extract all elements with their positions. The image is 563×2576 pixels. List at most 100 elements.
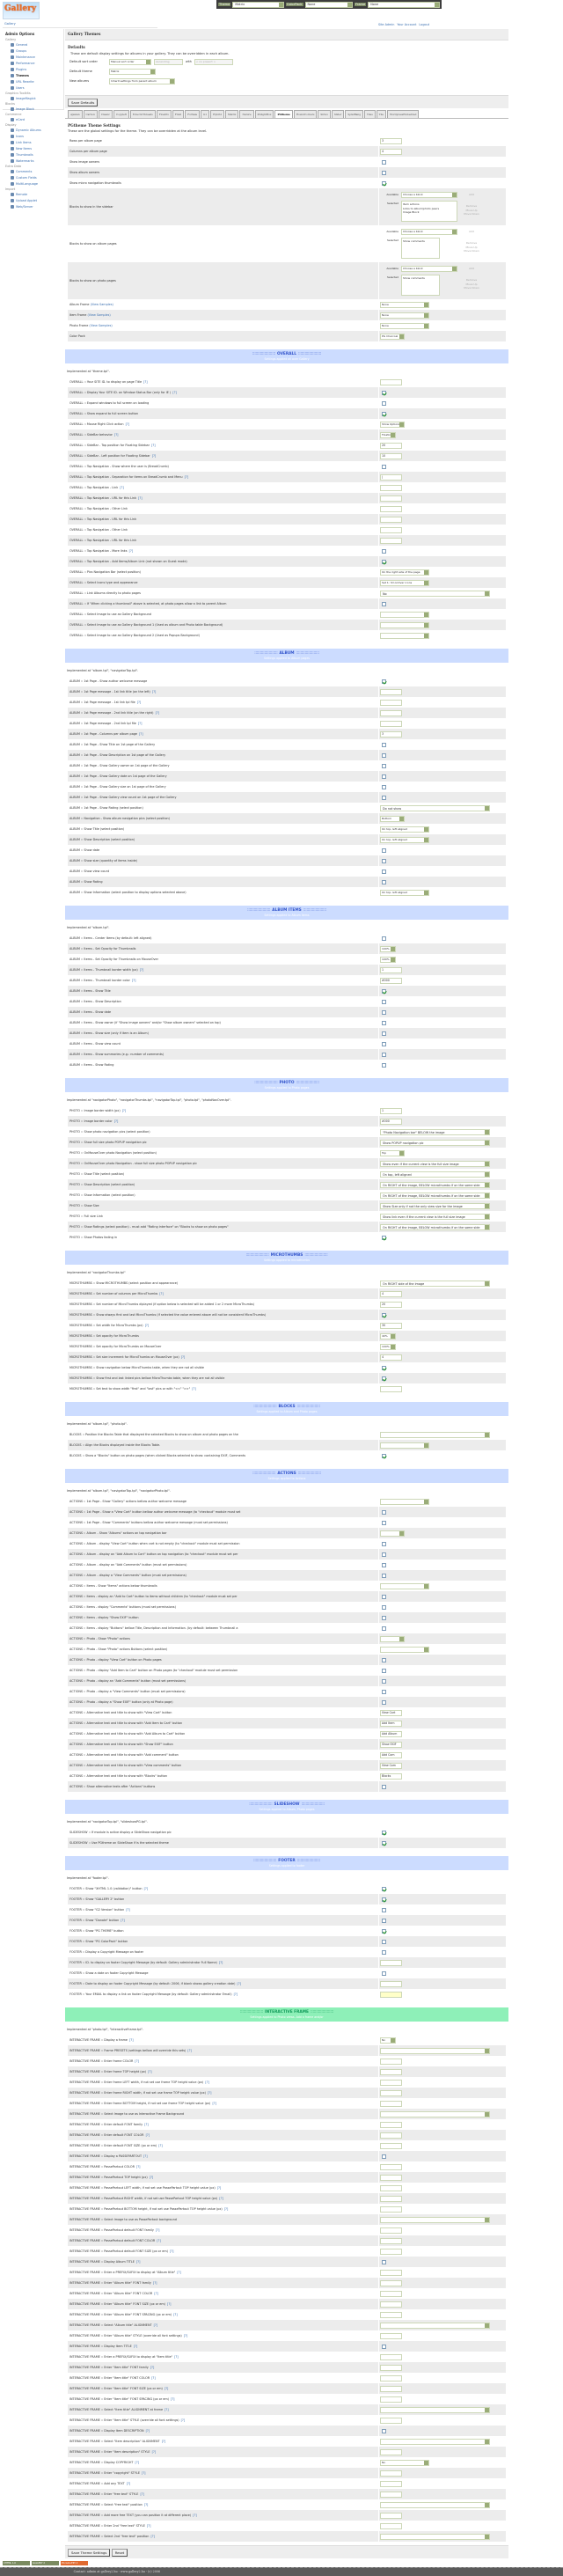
setting-text-input[interactable]: [380, 720, 402, 727]
help-link[interactable]: [?]: [151, 2449, 157, 2454]
setting-text-input[interactable]: Show EXIF: [380, 1741, 402, 1748]
setting-checkbox[interactable]: [382, 1604, 386, 1610]
setting-text-input[interactable]: [380, 2121, 402, 2128]
help-link[interactable]: [?]: [139, 967, 144, 972]
setting-text-input[interactable]: View Com: [380, 1762, 402, 1769]
setting-select[interactable]: On RIGHT side of the image: [380, 1280, 490, 1287]
setting-select[interactable]: None: [380, 312, 429, 319]
sidebar-item-comments[interactable]: Comments: [5, 168, 61, 174]
setting-checkbox[interactable]: [382, 784, 386, 789]
help-link[interactable]: [?]: [155, 2227, 160, 2232]
help-link[interactable]: [?]: [151, 453, 157, 458]
remove-block-button[interactable]: Remove: [465, 241, 478, 245]
footer-badge-gallery-2[interactable]: GALLERY 2: [32, 2561, 59, 2565]
tab-splatbang[interactable]: SplatBang: [345, 110, 364, 118]
setting-checkbox[interactable]: [382, 1699, 386, 1705]
setting-text-input[interactable]: [380, 2227, 402, 2234]
setting-select[interactable]: [380, 2047, 490, 2054]
setting-select[interactable]: None: [380, 301, 429, 308]
tab-forsale[interactable]: ForSale: [185, 110, 201, 118]
add-block-button[interactable]: Add: [469, 193, 474, 196]
tab-tile[interactable]: Tile: [376, 110, 387, 118]
help-link[interactable]: [?]: [192, 1386, 196, 1391]
setting-select[interactable]: None: [380, 322, 429, 329]
sidebar-item-image-block[interactable]: Image Block: [5, 106, 61, 112]
available-block-select[interactable]: Choose a block: [401, 266, 457, 272]
available-block-select[interactable]: Choose a block: [401, 192, 457, 198]
setting-checkbox[interactable]: [382, 858, 386, 863]
setting-select[interactable]: [380, 632, 429, 639]
setting-text-input[interactable]: [380, 699, 402, 706]
setting-text-input[interactable]: [380, 2279, 402, 2286]
help-link[interactable]: [?]: [151, 2375, 156, 2380]
sidebar-item-custom-fields[interactable]: Custom Fields: [5, 174, 61, 180]
setting-text-input[interactable]: 10: [380, 452, 402, 459]
setting-checkbox[interactable]: [382, 559, 386, 564]
setting-text-input[interactable]: [380, 2248, 402, 2255]
setting-select[interactable]: 100%: [380, 945, 396, 952]
reset-button[interactable]: Reset: [111, 2549, 128, 2557]
sidebar-item-watermarks[interactable]: Watermarks: [5, 158, 61, 164]
help-link[interactable]: [?]: [129, 2037, 134, 2042]
help-link[interactable]: [?]: [137, 721, 143, 725]
sidebar-item-upload-applet[interactable]: Upload Applet: [5, 197, 61, 203]
new-albums-select[interactable]: Inherit settings from parent album: [109, 77, 175, 84]
setting-text-input[interactable]: [380, 2512, 402, 2519]
help-link[interactable]: [?]: [121, 1108, 127, 1112]
setting-text-input[interactable]: [380, 526, 402, 533]
sidebar-item-new-items[interactable]: New Items: [5, 145, 61, 151]
sidebar-item-users[interactable]: Users: [5, 84, 61, 91]
setting-checkbox[interactable]: [382, 1541, 386, 1546]
move-down-block-button[interactable]: Move Down: [464, 286, 479, 290]
sidebar-item-web-server[interactable]: Web/Server: [5, 203, 61, 209]
setting-select[interactable]: [380, 2322, 490, 2329]
help-link[interactable]: [?]: [150, 2534, 155, 2538]
setting-text-input[interactable]: #000: [380, 1118, 402, 1125]
setting-text-input[interactable]: 1: [380, 1107, 402, 1114]
tab-ajaxian[interactable]: Ajaxian: [68, 110, 83, 118]
setting-select[interactable]: 100%: [380, 1343, 396, 1350]
setting-checkbox[interactable]: [382, 999, 386, 1004]
view-samples-link[interactable]: (View Samples): [90, 302, 113, 306]
setting-checkbox[interactable]: [382, 1784, 386, 1789]
setting-text-input[interactable]: [380, 2374, 402, 2382]
setting-text-input[interactable]: 4: [380, 1354, 402, 1361]
help-link[interactable]: [?]: [216, 2185, 222, 2190]
setting-select[interactable]: Do not show: [380, 804, 490, 811]
setting-select[interactable]: Bottom: [380, 815, 405, 822]
help-link[interactable]: [?]: [173, 2312, 178, 2316]
help-link[interactable]: [?]: [114, 432, 119, 437]
setting-text-input[interactable]: [380, 2364, 402, 2371]
selected-blocks-list[interactable]: Show comments: [401, 275, 440, 296]
setting-checkbox[interactable]: [382, 2344, 386, 2349]
setting-select[interactable]: On top, left aligned: [380, 889, 429, 896]
help-link[interactable]: [?]: [151, 443, 156, 447]
help-link[interactable]: [?]: [157, 2238, 161, 2242]
setting-text-input[interactable]: [380, 2068, 402, 2075]
setting-text-input[interactable]: [380, 2163, 402, 2170]
setting-checkbox[interactable]: [382, 2428, 386, 2433]
sidebar-item-groups[interactable]: Groups: [5, 48, 61, 54]
setting-text-input[interactable]: Add Item: [380, 1720, 402, 1727]
setting-text-input[interactable]: [380, 2174, 402, 2181]
setting-checkbox[interactable]: [382, 1552, 386, 1557]
setting-select[interactable]: On top, left aligned: [380, 826, 429, 833]
save-defaults-button[interactable]: Save Defaults: [68, 99, 99, 106]
help-link[interactable]: [?]: [212, 2101, 216, 2105]
sidebar-item-thumbnails[interactable]: Thumbnails: [5, 151, 61, 158]
setting-checkbox[interactable]: [382, 601, 386, 606]
help-link[interactable]: [?]: [143, 2154, 148, 2158]
setting-select[interactable]: Top: [380, 1149, 405, 1156]
footer-badge-xhtml-1-0[interactable]: XHTML 1.0: [3, 2561, 30, 2565]
setting-select[interactable]: No: [380, 590, 490, 597]
setting-text-input[interactable]: [380, 1959, 402, 1966]
setting-select[interactable]: [380, 2216, 490, 2223]
help-link[interactable]: [?]: [172, 390, 177, 394]
sidebar-item-link-items[interactable]: Link Items: [5, 139, 61, 145]
setting-text-input[interactable]: 1: [380, 966, 402, 973]
setting-checkbox[interactable]: [382, 1031, 386, 1036]
setting-checkbox[interactable]: [382, 763, 386, 768]
setting-select[interactable]: [380, 1530, 405, 1537]
help-link[interactable]: [?]: [143, 379, 148, 384]
setting-select[interactable]: [380, 2110, 490, 2117]
